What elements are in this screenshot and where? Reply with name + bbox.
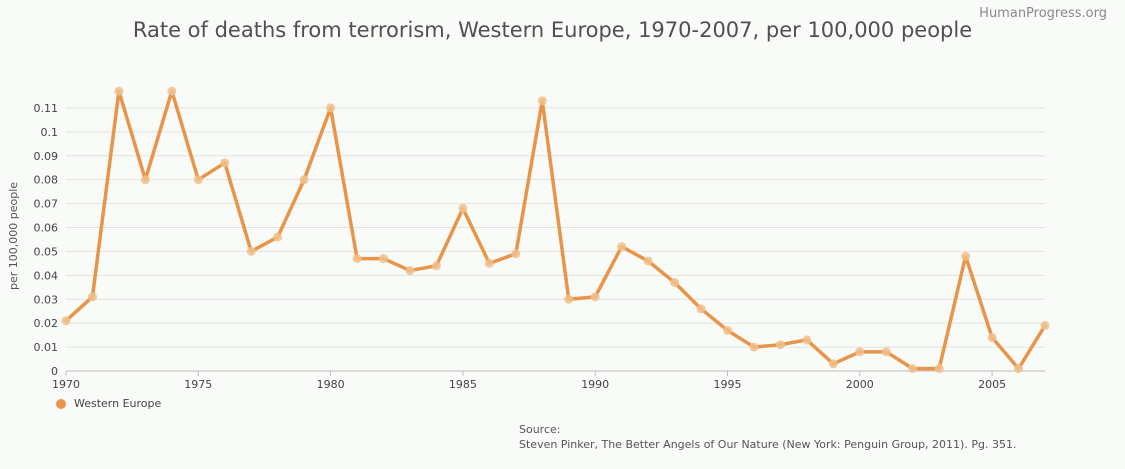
data-point (140, 175, 150, 185)
data-point (775, 340, 785, 350)
x-tick-label: 1970 (52, 378, 80, 391)
x-axis: 1970 1975 1980 1985 1990 1995 2000 2005 (52, 370, 1045, 391)
data-point (193, 175, 203, 185)
data-point (87, 292, 97, 302)
data-point (299, 175, 309, 185)
x-tick-label: 1990 (581, 378, 609, 391)
data-point (643, 256, 653, 266)
data-point (802, 335, 812, 345)
y-tick-label: 0.07 (34, 198, 59, 211)
data-point (934, 364, 944, 374)
data-point (722, 325, 732, 335)
data-point (379, 254, 389, 264)
legend-label: Western Europe (74, 397, 162, 410)
x-tick-label: 1995 (713, 378, 741, 391)
y-tick-label: 0 (51, 365, 58, 378)
data-point (246, 246, 256, 256)
chart-title: Rate of deaths from terrorism, Western E… (132, 18, 973, 42)
data-point (352, 254, 362, 264)
data-point (458, 203, 468, 213)
data-point (220, 158, 230, 168)
data-point (908, 364, 918, 374)
y-axis-label: per 100,000 people (7, 182, 20, 290)
source-label: Source: (519, 423, 561, 436)
data-point (670, 278, 680, 288)
y-tick-label: 0.08 (34, 174, 59, 187)
data-point (590, 292, 600, 302)
data-point (273, 232, 283, 242)
data-point (114, 86, 124, 96)
series-western-europe (61, 86, 1050, 374)
data-point (405, 266, 415, 276)
data-point (564, 294, 574, 304)
y-tick-label: 0.09 (34, 150, 59, 163)
data-point (881, 347, 891, 357)
legend[interactable]: Western Europe (56, 397, 161, 410)
data-point (511, 249, 521, 259)
y-tick-label: 0.05 (34, 245, 59, 258)
y-tick-label: 0.03 (34, 293, 59, 306)
x-tick-label: 1985 (449, 378, 477, 391)
y-tick-label: 0.11 (34, 102, 59, 115)
data-point (167, 86, 177, 96)
grid-lines (66, 107, 1045, 348)
y-tick-label: 0.1 (41, 126, 59, 139)
x-tick-label: 2005 (978, 378, 1006, 391)
series-line (64, 89, 1047, 371)
data-point (855, 347, 865, 357)
y-tick-label: 0.02 (34, 317, 59, 330)
y-tick-label: 0.04 (34, 269, 59, 282)
legend-marker-icon (56, 398, 66, 409)
data-point (326, 103, 336, 113)
data-point (987, 333, 997, 343)
source-text: Steven Pinker, The Better Angels of Our … (519, 438, 1017, 451)
data-point (1014, 364, 1024, 374)
y-tick-label: 0.06 (34, 222, 59, 235)
x-tick-label: 2000 (846, 378, 874, 391)
source-note: Source: Steven Pinker, The Better Angels… (519, 422, 1016, 452)
data-point (617, 242, 627, 252)
data-point (696, 304, 706, 314)
data-point (61, 316, 71, 326)
x-tick-label: 1980 (317, 378, 345, 391)
y-tick-label: 0.01 (34, 341, 59, 354)
watermark: HumanProgress.org (979, 6, 1107, 21)
data-point (749, 342, 759, 352)
data-point (537, 96, 547, 106)
y-axis-ticks: 0 0.01 0.02 0.03 0.04 0.05 0.06 0.07 0.08 0.09 0.1… (34, 102, 59, 378)
data-point (484, 258, 494, 268)
data-point (431, 261, 441, 271)
data-point (961, 251, 971, 261)
data-point (1040, 321, 1050, 331)
x-tick-label: 1975 (184, 378, 212, 391)
data-point (828, 359, 838, 369)
